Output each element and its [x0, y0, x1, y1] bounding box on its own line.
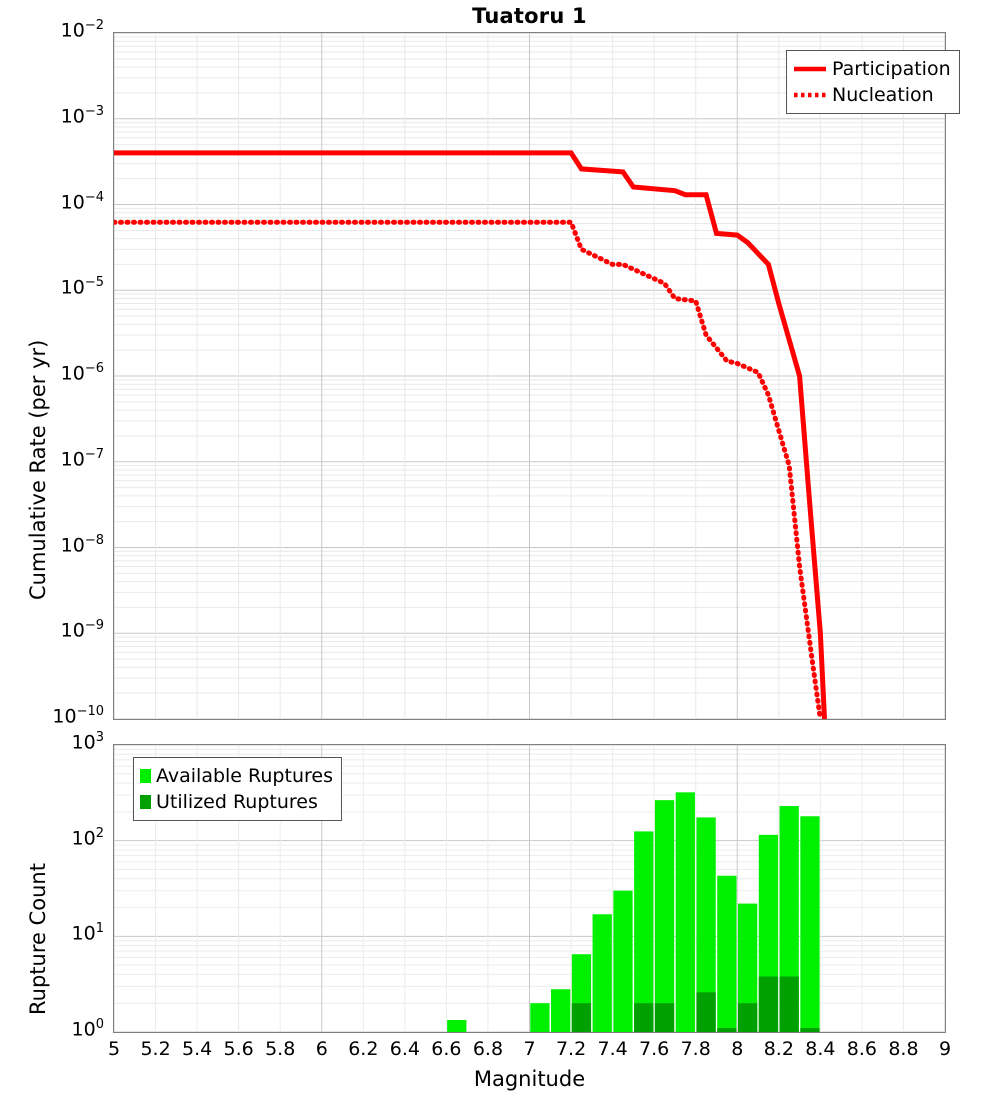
xtick-label: 5.2: [140, 1038, 171, 1060]
legend-item-available-ruptures: Available Ruptures: [140, 763, 333, 789]
xtick-label: 9: [938, 1038, 952, 1060]
dark-green-square-icon: [140, 795, 151, 809]
xtick-label: 7: [523, 1038, 536, 1060]
top-ytick-label: 10−3: [60, 103, 104, 128]
bottom-ytick-label: 100: [71, 1017, 104, 1041]
cumulative-rate-svg: [114, 33, 945, 719]
page-title: Tuatoru 1: [472, 4, 587, 28]
green-square-icon: [140, 769, 151, 783]
legend-label-participation: Participation: [832, 57, 951, 80]
rupture-count-svg: [114, 745, 945, 1032]
xtick-label: 6.4: [389, 1038, 420, 1060]
bottom-ytick-label: 101: [71, 921, 104, 945]
xtick-label: 7.4: [597, 1038, 628, 1060]
top-ytick-label: 10−7: [60, 446, 104, 471]
top-ytick-label: 10−5: [60, 275, 104, 299]
xtick-label: 6.2: [348, 1038, 379, 1060]
xtick-label: 5.6: [223, 1038, 254, 1060]
legend-label-nucleation: Nucleation: [832, 83, 934, 106]
xtick-label: 8.2: [763, 1038, 794, 1060]
cumulative-rate-plot: [113, 32, 946, 720]
top-ytick-label: 10−4: [60, 189, 104, 213]
solid-line-icon: [793, 62, 827, 76]
legend-label-available-ruptures: Available Ruptures: [156, 764, 333, 787]
top-ytick-label: 10−2: [60, 18, 104, 42]
bottom-ytick-label: 103: [71, 730, 104, 754]
legend-item-utilized-ruptures: Utilized Ruptures: [140, 789, 333, 815]
legend-item-nucleation: Nucleation: [793, 82, 951, 108]
rupture-count-legend: Available Ruptures Utilized Ruptures: [133, 757, 342, 821]
xtick-label: 8: [731, 1038, 744, 1060]
xtick-label: 8.6: [846, 1038, 877, 1060]
dotted-line-icon: [793, 88, 827, 102]
legend-item-participation: Participation: [793, 56, 951, 82]
cumulative-rate-legend: Participation Nucleation: [786, 50, 960, 114]
top-ytick-label: 10−8: [60, 532, 104, 556]
legend-label-utilized-ruptures: Utilized Ruptures: [156, 790, 318, 813]
xtick-label: 5: [107, 1038, 121, 1060]
xtick-label: 6.8: [472, 1038, 504, 1060]
bottom-ytick-label: 102: [71, 825, 104, 849]
xtick-label: 5.8: [265, 1038, 296, 1060]
xtick-label: 7.6: [639, 1038, 670, 1060]
top-ytick-label: 10−9: [60, 618, 104, 642]
xtick-label: 6: [315, 1038, 328, 1060]
xtick-label: 6.6: [431, 1038, 462, 1060]
xtick-label: 5.4: [181, 1038, 213, 1060]
xaxis-label: Magnitude: [473, 1067, 586, 1091]
xtick-label: 8.4: [805, 1038, 836, 1060]
xtick-label: 7.2: [555, 1038, 587, 1060]
xtick-label: 8.8: [888, 1038, 919, 1060]
xtick-label: 7.8: [680, 1038, 711, 1060]
top-ytick-label: 10−10: [52, 704, 104, 728]
top-ytick-label: 10−6: [60, 361, 104, 385]
